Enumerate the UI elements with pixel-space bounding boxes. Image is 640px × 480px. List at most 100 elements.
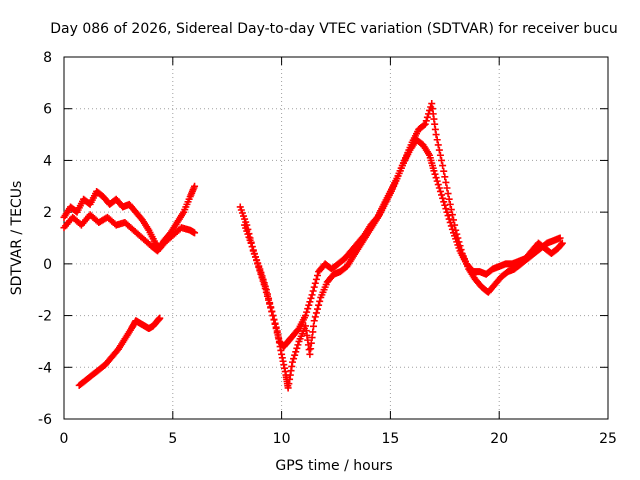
data-point: [442, 178, 450, 186]
data-point: [256, 267, 264, 275]
data-point: [432, 131, 440, 139]
data-point: [454, 234, 462, 242]
data-point: [294, 341, 302, 349]
data-point: [156, 314, 164, 322]
data-point: [440, 167, 448, 175]
data-point: [247, 239, 255, 247]
data-point: [443, 208, 451, 216]
data-point: [441, 201, 449, 209]
data-point: [434, 141, 442, 149]
x-tick-label: 25: [599, 431, 617, 447]
data-point: [455, 238, 463, 246]
data-point: [443, 184, 451, 192]
data-point: [305, 301, 313, 309]
data-point: [304, 305, 312, 313]
data-point: [309, 287, 317, 295]
x-tick-label: 10: [273, 431, 291, 447]
y-axis-tick-labels: -6 -4 -2 0 2 4 6 8: [38, 50, 52, 428]
x-tick-label: 0: [60, 431, 69, 447]
data-point: [439, 162, 447, 170]
data-point: [314, 305, 322, 313]
data-point: [267, 304, 275, 312]
x-tick-label: 15: [381, 431, 399, 447]
series-arc-4: [241, 100, 564, 392]
data-point: [265, 296, 273, 304]
data-point: [303, 308, 311, 316]
y-tick-label: 4: [43, 153, 52, 169]
data-point: [445, 215, 453, 223]
data-point: [292, 348, 300, 356]
data-point: [447, 222, 455, 230]
data-point: [254, 260, 262, 268]
axis-ticks: [63, 56, 609, 420]
data-point: [259, 277, 267, 285]
data-point: [302, 312, 310, 320]
data-point: [448, 211, 456, 219]
data-point: [456, 242, 464, 250]
data-point: [307, 294, 315, 302]
data-point: [268, 308, 276, 316]
data-point: [255, 263, 263, 271]
data-point: [251, 253, 259, 261]
data-point: [258, 274, 266, 282]
data-point: [432, 174, 440, 182]
data-point: [311, 279, 319, 287]
data-point: [306, 298, 314, 306]
data-point: [191, 229, 199, 237]
data-point: [269, 312, 277, 320]
data-point: [262, 288, 270, 296]
data-point: [457, 246, 465, 254]
data-point: [260, 281, 268, 289]
data-point: [271, 319, 279, 327]
x-tick-label: 5: [168, 431, 177, 447]
data-point: [250, 250, 258, 258]
y-tick-label: -4: [38, 360, 52, 376]
data-point: [420, 121, 428, 129]
data-point: [433, 136, 441, 144]
data-point: [441, 173, 449, 181]
data-point: [446, 200, 454, 208]
data-point: [308, 291, 316, 299]
x-axis-tick-labels: 0 5 10 15 20 25: [60, 431, 617, 447]
data-point: [191, 182, 199, 190]
x-tick-label: 20: [490, 431, 508, 447]
series-arc-1-upper: [60, 182, 199, 252]
data-point: [448, 225, 456, 233]
data-point: [261, 284, 269, 292]
data-point: [293, 344, 301, 352]
data-point: [272, 323, 280, 331]
data-point: [312, 309, 320, 317]
data-point: [440, 198, 448, 206]
data-point: [450, 216, 458, 224]
data-point: [430, 167, 438, 175]
series-arc-2-low: [75, 314, 164, 389]
data-point: [266, 300, 274, 308]
data-point: [444, 190, 452, 198]
y-tick-label: 8: [43, 50, 52, 66]
y-axis-label: SDTVAR / TECUs: [9, 181, 25, 296]
data-point: [445, 195, 453, 203]
data-point: [453, 230, 461, 238]
data-point: [249, 246, 257, 254]
data-point: [442, 205, 450, 213]
data-point: [433, 177, 441, 185]
data-point: [310, 317, 318, 325]
data-point: [314, 271, 322, 279]
data-point: [316, 297, 324, 305]
data-point: [253, 256, 261, 264]
plot-frame: [63, 56, 609, 420]
data-point: [452, 226, 460, 234]
data-point: [438, 156, 446, 164]
data-point: [451, 221, 459, 229]
data-point: [431, 170, 439, 178]
data-point: [288, 358, 296, 366]
data-point: [291, 351, 299, 359]
y-tick-label: 2: [43, 205, 52, 221]
data-point: [422, 117, 430, 125]
data-point: [263, 292, 271, 300]
data-point: [312, 275, 320, 283]
data-point: [438, 191, 446, 199]
data-point: [315, 301, 323, 309]
data-point: [435, 146, 443, 154]
